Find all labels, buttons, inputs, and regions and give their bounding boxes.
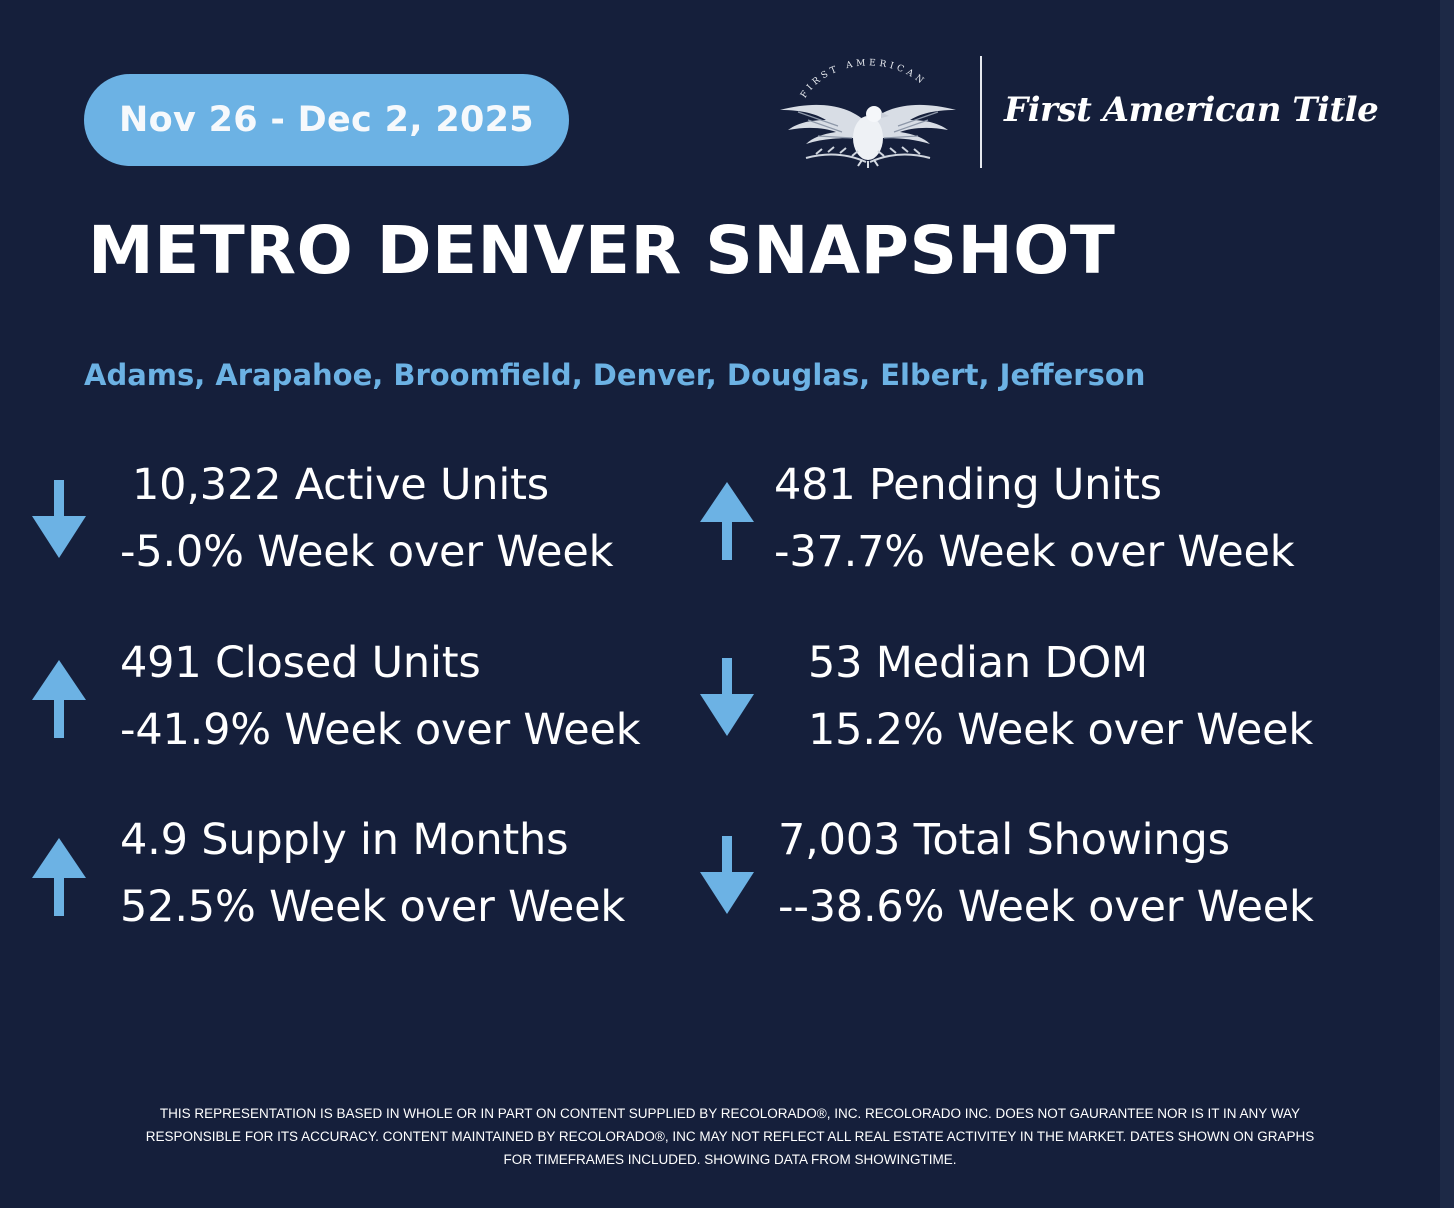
trademark-symbol: ™	[1336, 96, 1347, 109]
arrow-up-icon	[700, 482, 754, 560]
metric-change: -5.0% Week over Week	[120, 527, 614, 577]
metric-change: 52.5% Week over Week	[120, 882, 626, 932]
arrow-down-icon	[700, 836, 754, 914]
metric-value: 7,003 Total Showings	[778, 815, 1230, 865]
metric-change: -41.9% Week over Week	[120, 705, 641, 755]
logo-divider	[980, 56, 982, 168]
arrow-down-icon	[700, 658, 754, 736]
metric-change: -37.7% Week over Week	[774, 527, 1295, 577]
metric-value: 4.9 Supply in Months	[120, 815, 569, 865]
date-range-badge: Nov 26 - Dec 2, 2025	[84, 74, 569, 166]
metric-change: 15.2% Week over Week	[808, 705, 1314, 755]
brand-name: First American Title	[1004, 90, 1379, 130]
metric-value: 53 Median DOM	[808, 638, 1148, 688]
disclaimer-text: THIS REPRESENTATION IS BASED IN WHOLE OR…	[145, 1106, 1315, 1167]
arrow-down-icon	[32, 480, 86, 558]
first-american-title-logo: FIRST AMERICAN First American Title ™	[778, 46, 1379, 176]
counties-subtitle: Adams, Arapahoe, Broomfield, Denver, Dou…	[84, 358, 1146, 392]
metric-change: --38.6% Week over Week	[778, 882, 1314, 932]
page-title: METRO DENVER SNAPSHOT	[88, 212, 1116, 289]
metric-value: 491 Closed Units	[120, 638, 481, 688]
arrow-up-icon	[32, 660, 86, 738]
arrow-up-icon	[32, 838, 86, 916]
metric-value: 10,322 Active Units	[132, 460, 549, 510]
right-edge-strip	[1440, 0, 1454, 1208]
eagle-seal-icon: FIRST AMERICAN	[780, 58, 956, 168]
svg-text:FIRST AMERICAN: FIRST AMERICAN	[799, 58, 928, 100]
metric-value: 481 Pending Units	[774, 460, 1162, 510]
